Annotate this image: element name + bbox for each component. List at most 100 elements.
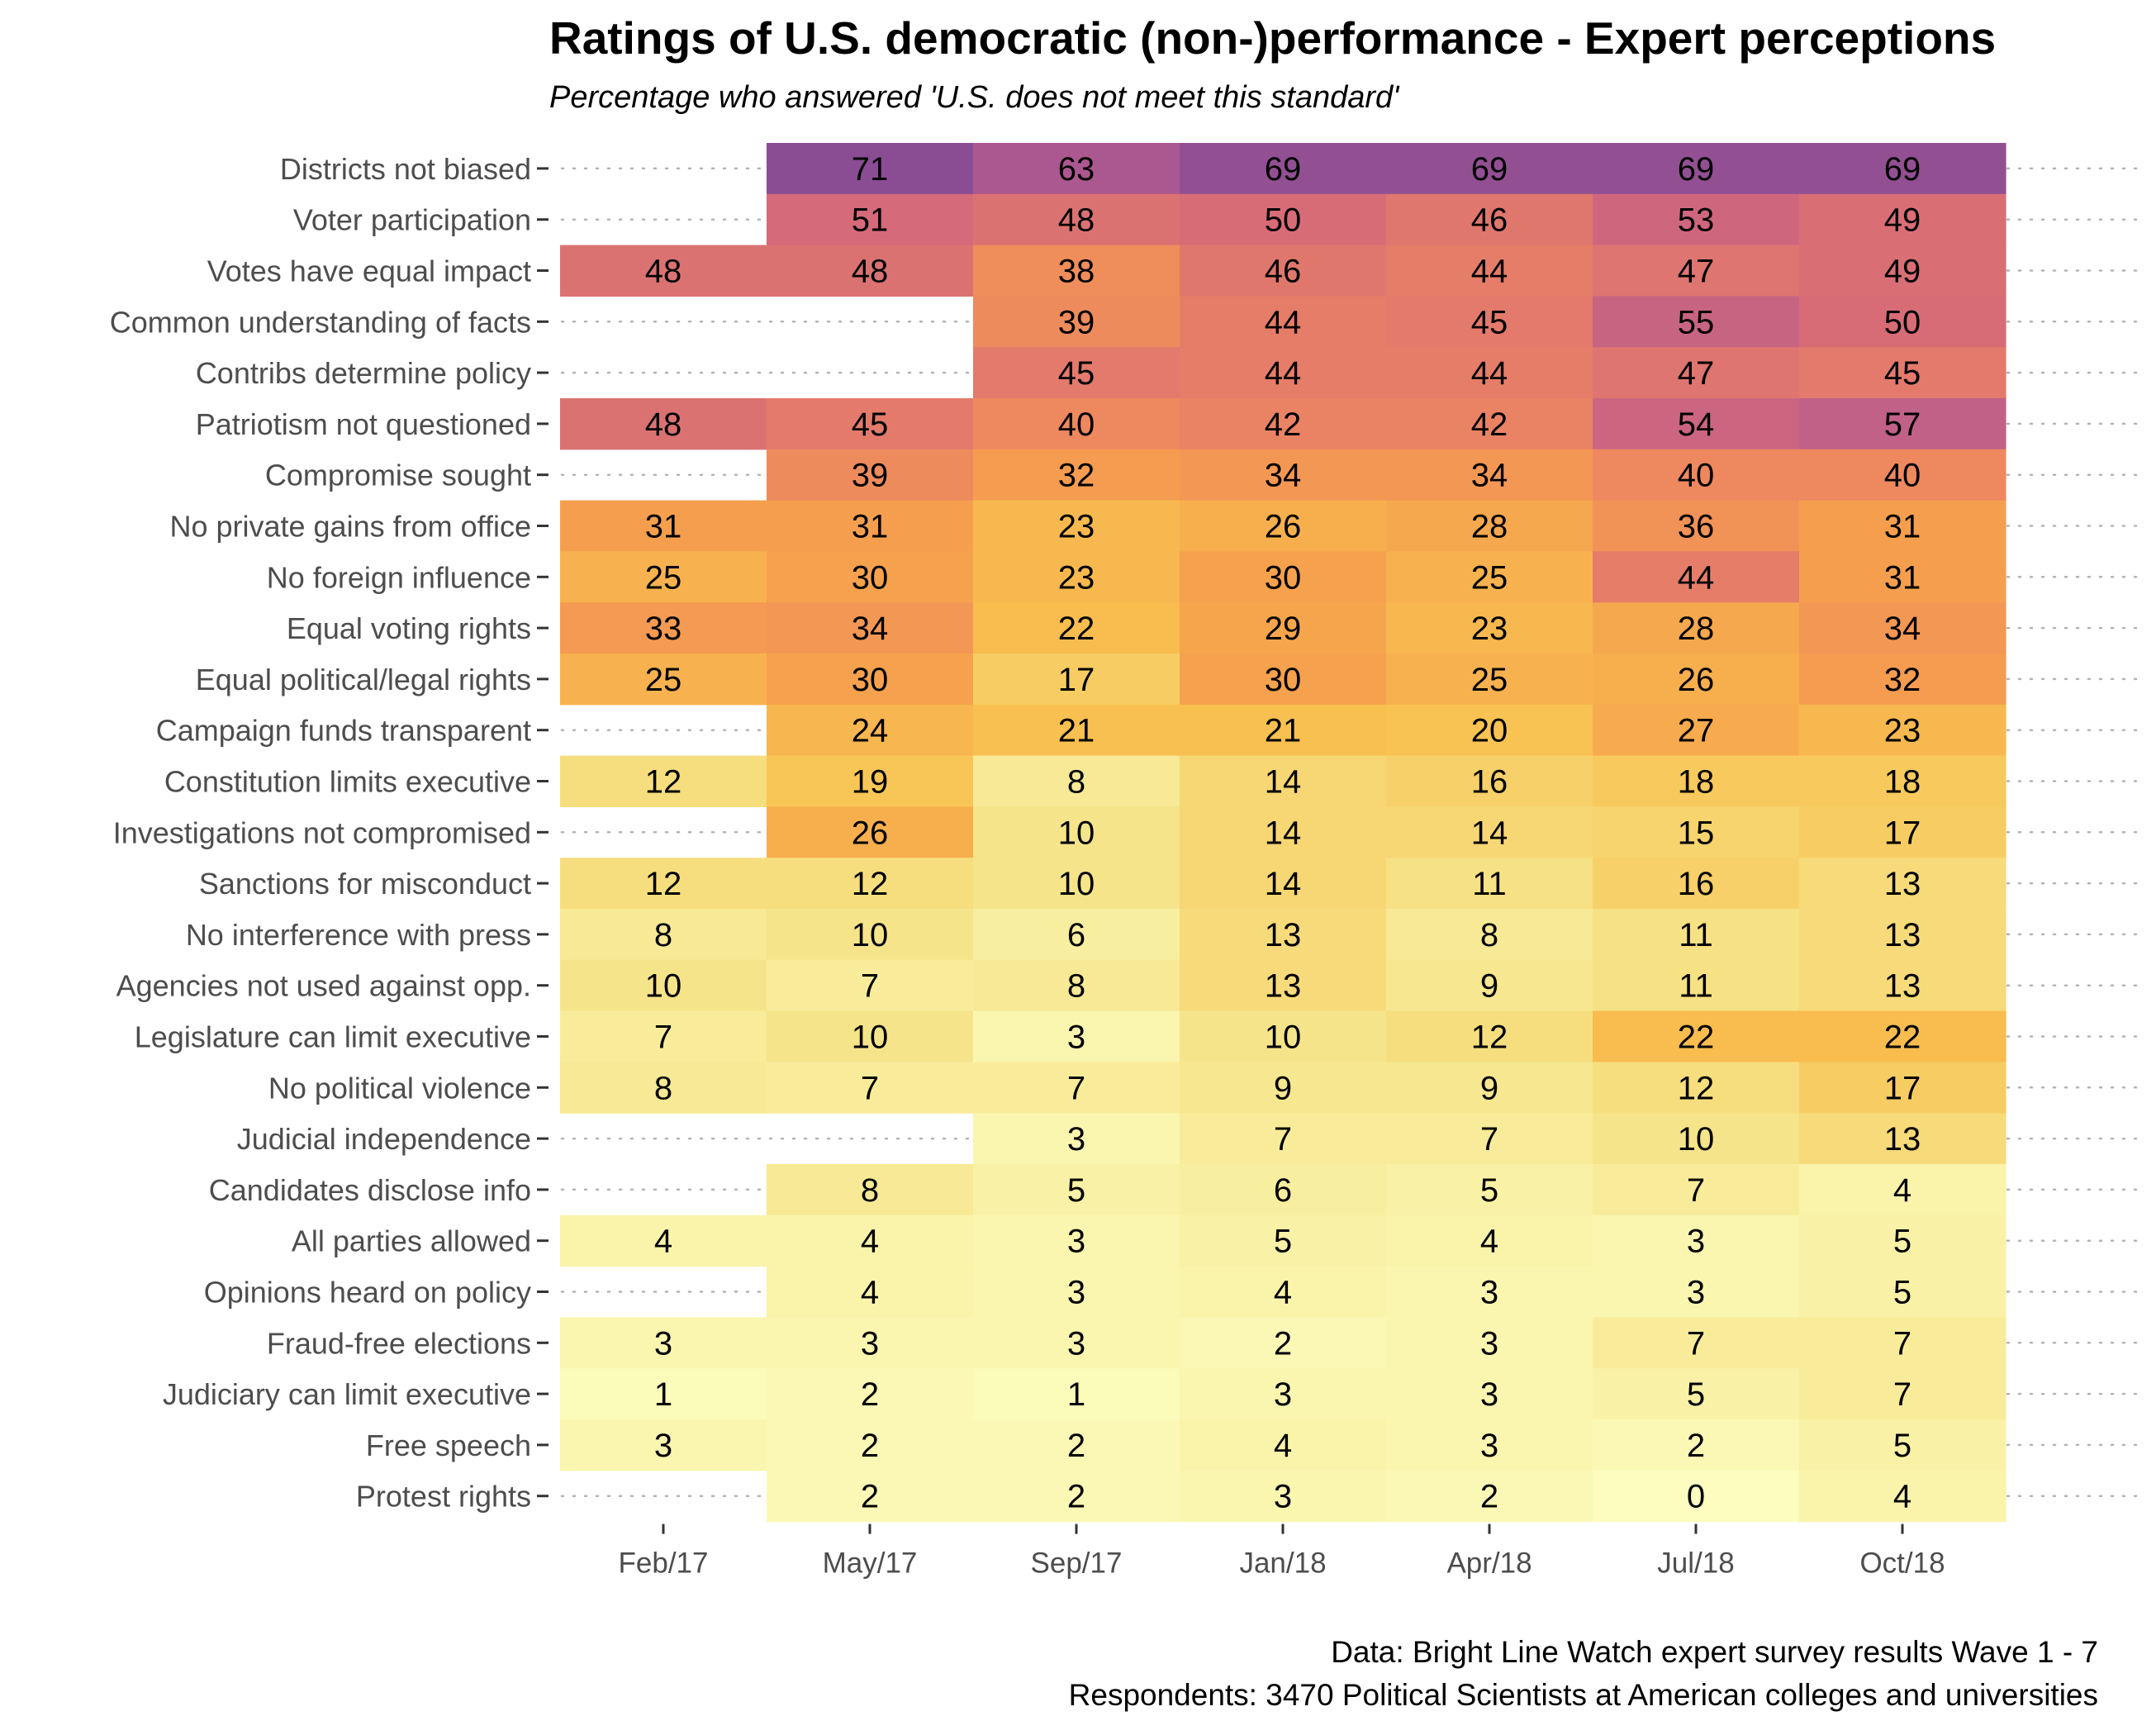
heatmap-cell — [973, 1164, 1180, 1216]
heatmap-cell — [973, 449, 1180, 501]
heatmap-cell — [1386, 1470, 1593, 1523]
cell-value-label: 24 — [852, 713, 889, 749]
cell-value-label: 9 — [1274, 1070, 1292, 1106]
heatmap-cell — [973, 858, 1180, 910]
heatmap-cell — [1799, 1010, 2006, 1062]
row-label: Judiciary can limit executive — [163, 1377, 531, 1411]
heatmap-cell — [973, 398, 1180, 450]
cell-value-label: 30 — [1265, 662, 1302, 698]
heatmap-cell — [1180, 1010, 1387, 1062]
cell-value-label: 2 — [861, 1428, 879, 1464]
cell-value-label: 39 — [1058, 304, 1095, 340]
cell-value-label: 49 — [1884, 202, 1921, 239]
heatmap-cell — [1799, 654, 2006, 706]
heatmap-cell — [973, 143, 1180, 195]
cell-value-label: 39 — [852, 458, 889, 494]
cell-value-label: 30 — [1265, 559, 1302, 596]
heatmap-cell — [767, 1266, 974, 1318]
heatmap-cell — [767, 1317, 974, 1369]
cell-value-label: 21 — [1058, 713, 1095, 749]
cell-value-label: 7 — [654, 1020, 672, 1056]
cell-value-label: 31 — [1884, 509, 1921, 545]
cell-value-label: 15 — [1678, 815, 1715, 851]
cell-value-label: 17 — [1884, 815, 1921, 851]
cell-value-label: 4 — [654, 1224, 672, 1260]
cell-value-label: 28 — [1471, 509, 1508, 545]
cell-value-label: 14 — [1265, 764, 1302, 801]
heatmap-cell — [1593, 347, 1800, 399]
cell-value-label: 48 — [645, 254, 682, 290]
x-tick-label: Feb/17 — [619, 1547, 709, 1580]
heatmap-cell — [1799, 1368, 2006, 1420]
cell-value-label: 5 — [1687, 1376, 1705, 1413]
cell-value-label: 4 — [1274, 1275, 1292, 1311]
heatmap-cell — [1799, 1266, 2006, 1318]
cell-value-label: 26 — [852, 815, 889, 851]
cell-value-label: 4 — [1274, 1428, 1292, 1464]
cell-value-label: 3 — [1274, 1376, 1292, 1413]
heatmap-cell — [1180, 500, 1387, 552]
heatmap-cell — [1593, 500, 1800, 552]
heatmap-cell — [973, 296, 1180, 348]
heatmap-cell — [1799, 909, 2006, 961]
cell-value-label: 34 — [1265, 458, 1302, 494]
cell-value-label: 12 — [1678, 1070, 1715, 1106]
heatmap-cell — [973, 551, 1180, 603]
cell-value-label: 0 — [1687, 1479, 1705, 1515]
heatmap-cell — [1799, 296, 2006, 348]
heatmap-cell — [1593, 1317, 1800, 1369]
cell-value-label: 10 — [1678, 1121, 1715, 1157]
cell-value-label: 5 — [1893, 1275, 1911, 1311]
cell-value-label: 22 — [1678, 1020, 1715, 1056]
heatmap-cell — [1386, 398, 1593, 450]
cell-value-label: 9 — [1480, 968, 1498, 1005]
cell-value-label: 42 — [1265, 406, 1302, 443]
heatmap-cell — [973, 500, 1180, 552]
heatmap-cell — [1799, 806, 2006, 858]
cell-value-label: 13 — [1884, 866, 1921, 902]
heatmap-cell — [1593, 143, 1800, 195]
cell-value-label: 3 — [1067, 1020, 1085, 1056]
heatmap-cell — [1799, 398, 2006, 450]
heatmap-cell — [560, 909, 767, 961]
heatmap-cell — [973, 245, 1180, 297]
heatmap-cell — [1799, 602, 2006, 654]
heatmap-cell — [1593, 449, 1800, 501]
heatmap-cell — [1593, 551, 1800, 603]
heatmap-cell — [1799, 1214, 2006, 1267]
row-label: Judicial independence — [237, 1122, 531, 1156]
cell-value-label: 25 — [1471, 559, 1508, 596]
heatmap-cell — [1799, 755, 2006, 807]
cell-value-label: 42 — [1471, 406, 1508, 443]
cell-value-label: 18 — [1678, 764, 1715, 801]
heatmap-cell — [1593, 1062, 1800, 1114]
cell-value-label: 17 — [1058, 662, 1095, 698]
cell-value-label: 5 — [1893, 1428, 1911, 1464]
cell-value-label: 13 — [1265, 968, 1302, 1005]
heatmap-cell — [1180, 1062, 1387, 1114]
heatmap-cell — [1799, 1317, 2006, 1369]
cell-value-label: 63 — [1058, 151, 1095, 188]
heatmap-cell — [1799, 449, 2006, 501]
heatmap-cell — [1386, 551, 1593, 603]
heatmap-cell — [1593, 1266, 1800, 1318]
cell-value-label: 13 — [1884, 917, 1921, 953]
heatmap-cell — [1593, 296, 1800, 348]
heatmap-cell — [767, 959, 974, 1012]
heatmap-cell — [1180, 755, 1387, 807]
cell-value-label: 7 — [1480, 1121, 1498, 1157]
heatmap-cell — [767, 1419, 974, 1471]
cell-value-label: 3 — [1687, 1275, 1705, 1311]
row-label: Equal voting rights — [287, 611, 531, 645]
heatmap-cell — [1180, 1419, 1387, 1471]
heatmap-cell — [1180, 704, 1387, 757]
heatmap-cell — [1180, 1368, 1387, 1420]
cell-value-label: 33 — [645, 611, 682, 647]
cell-value-label: 8 — [861, 1172, 879, 1209]
cell-value-label: 9 — [1480, 1070, 1498, 1106]
cell-value-label: 30 — [852, 662, 889, 698]
heatmap-cell — [973, 193, 1180, 246]
cell-value-label: 12 — [1471, 1020, 1508, 1056]
cell-value-label: 13 — [1884, 968, 1921, 1005]
heatmap-cell — [973, 1317, 1180, 1369]
